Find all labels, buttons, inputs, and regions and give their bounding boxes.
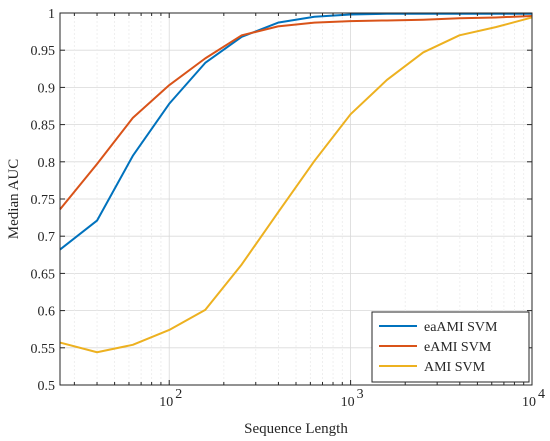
y-tick-label: 0.85 xyxy=(31,119,56,134)
y-tick-label: 0.8 xyxy=(38,156,56,171)
y-tick-labels: 0.5 0.55 0.6 0.65 0.7 0.75 0.8 0.85 0.9 0.95 1 xyxy=(31,7,56,394)
y-tick-label: 0.65 xyxy=(31,267,56,282)
legend-label: AMI SVM xyxy=(424,360,486,375)
x-tick-label: 10 xyxy=(159,395,173,410)
y-axis-label: Median AUC xyxy=(6,159,22,239)
y-tick-label: 0.6 xyxy=(38,305,56,320)
y-tick-label: 1 xyxy=(48,7,55,22)
legend: eaAMI SVM eAMI SVM AMI SVM xyxy=(371,311,530,383)
y-tick-label: 0.5 xyxy=(38,379,56,394)
y-tick-label: 0.9 xyxy=(38,81,56,96)
x-tick-label-exponent: 4 xyxy=(538,387,545,402)
series-line-3 xyxy=(59,16,533,354)
y-tick-label: 0.75 xyxy=(31,193,56,208)
y-tick-label: 0.95 xyxy=(31,44,56,59)
series-line-1 xyxy=(59,12,532,251)
x-tick-label-exponent: 3 xyxy=(357,387,364,402)
y-tick-label: 0.7 xyxy=(38,230,56,245)
legend-label: eaAMI SVM xyxy=(424,320,498,335)
x-tick-label-exponent: 2 xyxy=(175,387,182,402)
series-line-2 xyxy=(59,14,533,211)
y-tick-label: 0.55 xyxy=(31,342,56,357)
x-tick-label: 10 xyxy=(522,395,536,410)
x-axis-label: Sequence Length xyxy=(244,421,348,437)
x-tick-label: 10 xyxy=(341,395,355,410)
series-lines xyxy=(59,12,533,354)
legend-label: eAMI SVM xyxy=(424,340,492,355)
legend-box xyxy=(371,311,530,383)
